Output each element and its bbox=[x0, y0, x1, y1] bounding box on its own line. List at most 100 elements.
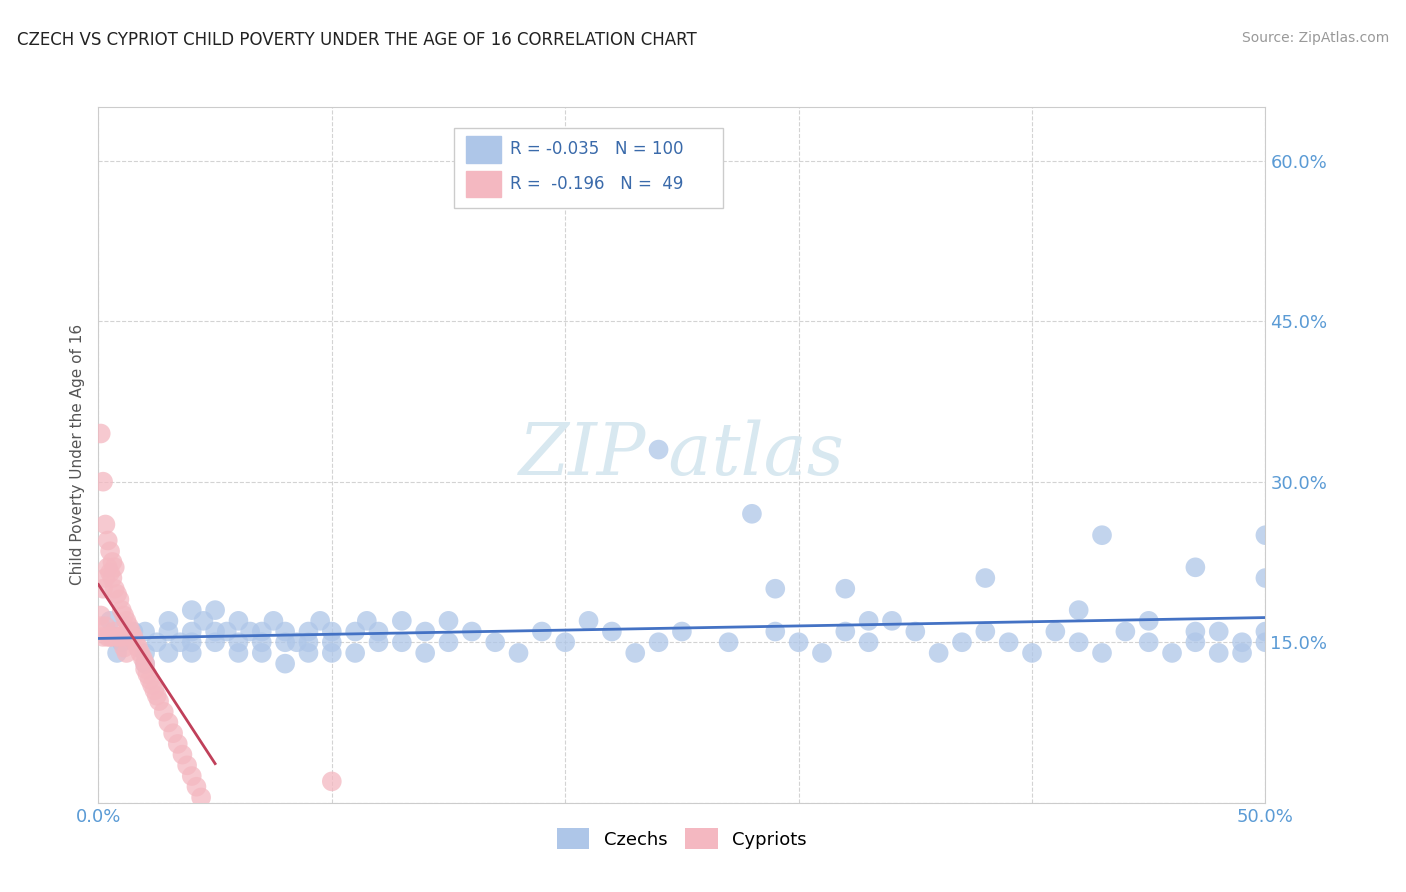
Point bbox=[127, 640, 149, 655]
Point bbox=[97, 560, 120, 574]
Point bbox=[115, 614, 138, 628]
Point bbox=[134, 657, 156, 671]
Point bbox=[285, 635, 308, 649]
Point bbox=[104, 582, 127, 596]
Point bbox=[858, 635, 880, 649]
Point bbox=[169, 635, 191, 649]
Point bbox=[297, 624, 319, 639]
Point bbox=[143, 683, 166, 698]
Point bbox=[367, 635, 389, 649]
Point bbox=[1091, 646, 1114, 660]
Point bbox=[1045, 624, 1067, 639]
Point bbox=[928, 646, 950, 660]
Point bbox=[108, 592, 131, 607]
Bar bbox=[465, 136, 501, 162]
Point bbox=[600, 624, 623, 639]
Point bbox=[105, 587, 128, 601]
Point bbox=[111, 635, 134, 649]
Point bbox=[172, 747, 194, 762]
Point bbox=[176, 758, 198, 772]
Point bbox=[950, 635, 973, 649]
Point bbox=[90, 619, 112, 633]
Point bbox=[1254, 635, 1277, 649]
Point bbox=[1230, 635, 1253, 649]
Point bbox=[215, 624, 238, 639]
Point bbox=[239, 624, 262, 639]
Point bbox=[741, 507, 763, 521]
Point bbox=[1254, 571, 1277, 585]
Point bbox=[647, 442, 669, 457]
Point bbox=[880, 614, 903, 628]
Point bbox=[97, 630, 120, 644]
Point bbox=[101, 571, 124, 585]
Point bbox=[204, 624, 226, 639]
Point bbox=[190, 790, 212, 805]
Point bbox=[1184, 560, 1206, 574]
Point bbox=[1184, 624, 1206, 639]
Point bbox=[297, 635, 319, 649]
Point bbox=[274, 635, 297, 649]
Point bbox=[811, 646, 834, 660]
Point bbox=[508, 646, 530, 660]
Point bbox=[180, 635, 202, 649]
Point bbox=[122, 624, 145, 639]
Point bbox=[157, 715, 180, 730]
Point bbox=[250, 624, 273, 639]
Point bbox=[134, 624, 156, 639]
Text: Source: ZipAtlas.com: Source: ZipAtlas.com bbox=[1241, 31, 1389, 45]
Point bbox=[391, 635, 413, 649]
Point bbox=[180, 603, 202, 617]
Point bbox=[193, 614, 215, 628]
Point bbox=[141, 678, 163, 692]
Point bbox=[112, 608, 135, 623]
Point bbox=[717, 635, 740, 649]
Point bbox=[974, 624, 997, 639]
Point bbox=[146, 689, 169, 703]
Point bbox=[321, 635, 343, 649]
Point bbox=[111, 603, 134, 617]
Point bbox=[554, 635, 576, 649]
Point bbox=[1137, 614, 1160, 628]
Point bbox=[157, 624, 180, 639]
Point bbox=[129, 646, 152, 660]
Point bbox=[1161, 646, 1184, 660]
Point bbox=[297, 646, 319, 660]
Point bbox=[1067, 635, 1090, 649]
Point bbox=[111, 630, 134, 644]
Point bbox=[115, 646, 138, 660]
Point bbox=[122, 630, 145, 644]
Point bbox=[166, 737, 188, 751]
Bar bbox=[465, 171, 501, 197]
Point bbox=[997, 635, 1019, 649]
Point bbox=[204, 603, 226, 617]
Point bbox=[413, 624, 436, 639]
Point bbox=[180, 624, 202, 639]
Point bbox=[90, 608, 112, 623]
Point bbox=[180, 769, 202, 783]
Y-axis label: Child Poverty Under the Age of 16: Child Poverty Under the Age of 16 bbox=[70, 325, 86, 585]
Point bbox=[834, 624, 856, 639]
Point bbox=[104, 624, 127, 639]
Point bbox=[152, 705, 174, 719]
Point bbox=[262, 614, 284, 628]
Point bbox=[94, 571, 117, 585]
Point bbox=[1091, 528, 1114, 542]
Point bbox=[1021, 646, 1043, 660]
Point bbox=[139, 673, 162, 687]
Point bbox=[904, 624, 927, 639]
Point bbox=[91, 630, 114, 644]
Point bbox=[356, 614, 378, 628]
Text: R =  -0.196   N =  49: R = -0.196 N = 49 bbox=[510, 175, 683, 194]
Point bbox=[274, 657, 297, 671]
Point bbox=[134, 662, 156, 676]
Point bbox=[134, 657, 156, 671]
Point bbox=[108, 630, 131, 644]
Point bbox=[787, 635, 810, 649]
Point bbox=[1114, 624, 1136, 639]
Point bbox=[344, 646, 367, 660]
Point bbox=[90, 426, 112, 441]
Point bbox=[91, 475, 114, 489]
Point bbox=[250, 635, 273, 649]
Point bbox=[180, 646, 202, 660]
Point bbox=[461, 624, 484, 639]
